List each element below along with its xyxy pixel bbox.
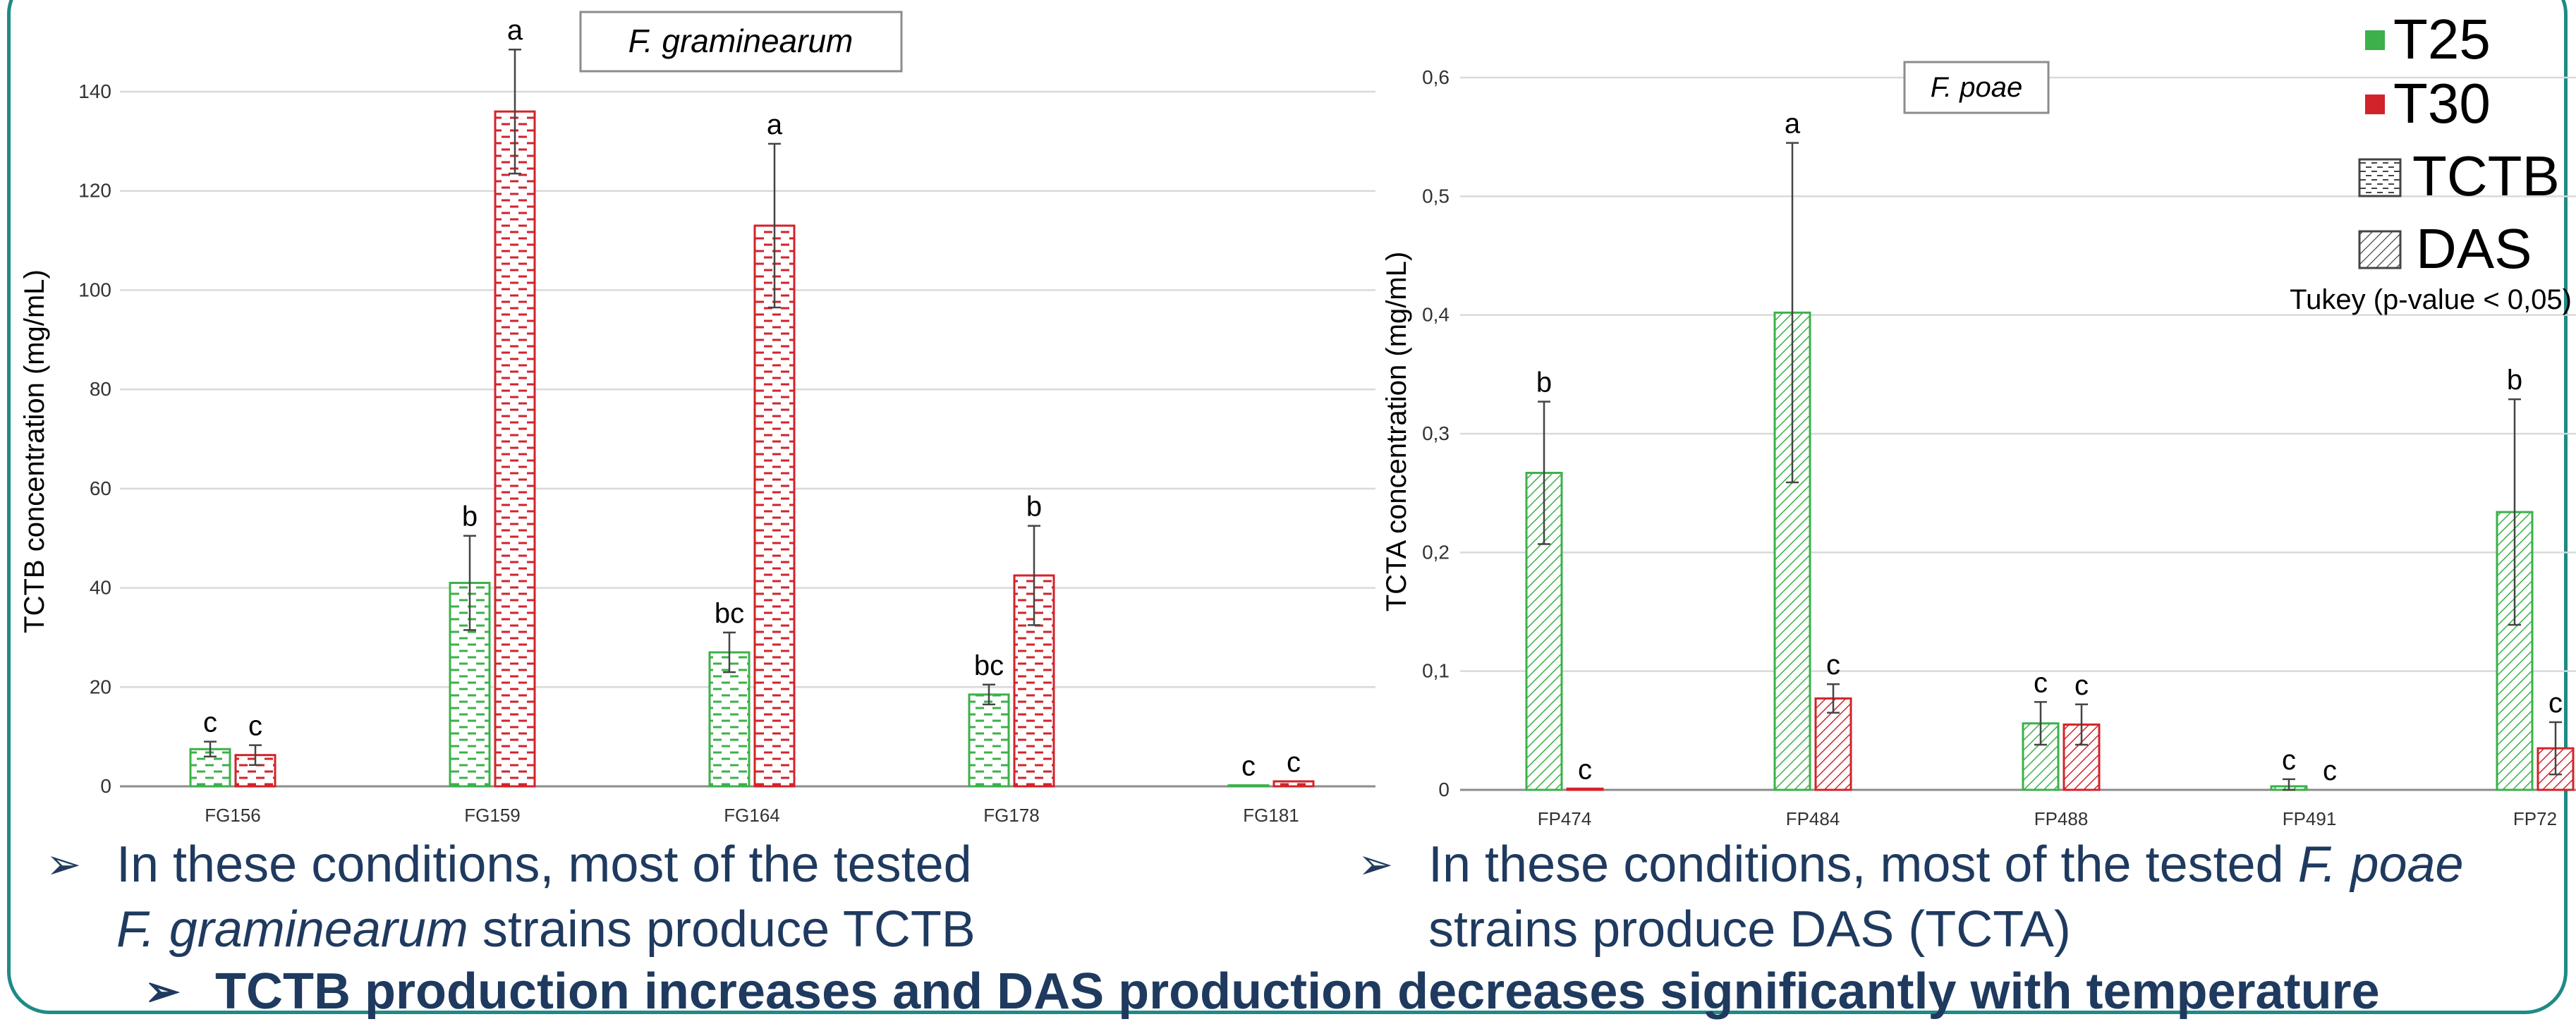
tukey-letter: b xyxy=(1026,492,1042,523)
bar-t30-fp484 xyxy=(1814,697,1852,791)
bullet-left-line2: F. graminearum strains produce TCTB xyxy=(116,897,976,962)
x-tick-label: FP72 xyxy=(2513,808,2557,829)
tukey-note: Tukey (p-value < 0,05) xyxy=(2290,284,2572,315)
legend-label-t25: T25 xyxy=(2393,8,2491,71)
y-tick-label: 0 xyxy=(100,775,111,797)
tukey-letter: a xyxy=(507,15,523,46)
y-axis-label: TCTB concentration (mg/mL) xyxy=(19,269,50,633)
arrow-bullet-icon: ➢ xyxy=(46,841,82,888)
tukey-letter: c xyxy=(2034,667,2048,698)
tukey-letter: b xyxy=(462,501,478,532)
y-tick-label: 0,3 xyxy=(1422,422,1450,444)
bullet-right-line2: strains produce DAS (TCTA) xyxy=(1428,901,2071,958)
x-tick-label: FG159 xyxy=(464,805,521,826)
bullet-left-line2-rest: strains produce TCTB xyxy=(468,901,976,958)
y-axis-label: TCTA concentration (mg/mL) xyxy=(1381,252,1412,612)
arrow-bullet-icon: ➢ xyxy=(145,968,181,1015)
x-tick-label: FP488 xyxy=(2034,808,2089,829)
y-tick-label: 120 xyxy=(78,180,111,202)
tukey-letter: b xyxy=(2507,365,2522,396)
x-tick-label: FG178 xyxy=(983,805,1040,826)
tukey-letter: b xyxy=(1536,367,1552,398)
bullet-conclusion: ➢ TCTB production increases and DAS prod… xyxy=(145,959,2571,1023)
chart-title-box xyxy=(579,11,903,73)
bullet-right: ➢ In these conditions, most of the teste… xyxy=(1358,832,2571,966)
species-name: F. poae xyxy=(2297,836,2464,893)
y-tick-label: 0,2 xyxy=(1422,541,1450,563)
x-tick-label: FG156 xyxy=(205,805,261,826)
legend-label-das: DAS xyxy=(2416,217,2532,280)
bar-t30-fg164 xyxy=(753,224,796,788)
bar-t30-fg181 xyxy=(1272,780,1315,788)
x-tick-label: FP484 xyxy=(1786,808,1840,829)
legend-label-t30: T30 xyxy=(2393,72,2491,135)
bar-t25-fg164 xyxy=(708,651,751,788)
chart-title: F. graminearum xyxy=(628,23,853,59)
y-tick-label: 0 xyxy=(1438,779,1450,800)
tukey-letter: c xyxy=(1241,751,1256,782)
legend-swatch-t25 xyxy=(2365,30,2385,50)
tukey-letter: c xyxy=(1287,747,1301,778)
y-tick-label: 0,6 xyxy=(1422,66,1450,88)
bar-t25-fp474 xyxy=(1525,472,1563,791)
tukey-letter: a xyxy=(1785,109,1801,140)
tukey-letter: a xyxy=(767,109,783,140)
conclusion-text: TCTB production increases and DAS produc… xyxy=(215,963,2380,1020)
x-tick-label: FG164 xyxy=(724,805,780,826)
tukey-letter: c xyxy=(1578,754,1592,785)
species-name: F. graminearum xyxy=(116,901,468,958)
y-tick-label: 80 xyxy=(90,378,111,400)
bullet-right-line1: In these conditions, most of the tested … xyxy=(1428,832,2464,897)
legend-swatch-das xyxy=(2358,230,2402,269)
y-tick-label: 60 xyxy=(90,477,111,499)
legend: T25 T30 TCTB DAS Tukey (p-value < 0,05) xyxy=(2290,8,2572,315)
y-tick-label: 40 xyxy=(90,577,111,599)
tukey-letter: c xyxy=(203,707,217,738)
legend-swatch-t30 xyxy=(2365,95,2385,114)
tukey-letter: c xyxy=(2074,670,2089,701)
chart-title-box xyxy=(1903,61,2050,114)
slide-frame xyxy=(7,0,2568,1014)
bar-t25-fg178 xyxy=(968,693,1010,788)
x-tick-label: FP474 xyxy=(1538,808,1592,829)
x-tick-label: FG181 xyxy=(1243,805,1299,826)
tukey-letter: c xyxy=(2323,755,2337,786)
legend-swatch-tctb xyxy=(2358,158,2402,197)
y-tick-label: 0,1 xyxy=(1422,660,1450,682)
tukey-letter: c xyxy=(1826,650,1840,681)
bar-t30-fg159 xyxy=(494,110,536,788)
bar-t30-fp474 xyxy=(1566,787,1604,791)
y-tick-label: 140 xyxy=(78,80,111,102)
y-tick-label: 100 xyxy=(78,279,111,300)
arrow-bullet-icon: ➢ xyxy=(1358,841,1394,888)
bullet-right-line1-plain: In these conditions, most of the tested xyxy=(1428,836,2298,893)
tukey-letter: bc xyxy=(974,650,1004,681)
y-tick-label: 0,5 xyxy=(1422,185,1450,207)
bullet-left-line1: In these conditions, most of the tested xyxy=(116,836,972,893)
tukey-letter: c xyxy=(2548,688,2563,719)
legend-label-tctb: TCTB xyxy=(2412,145,2560,207)
tukey-letter: bc xyxy=(715,598,744,629)
bullet-left: ➢ In these conditions, most of the teste… xyxy=(46,832,1351,966)
y-tick-label: 0,4 xyxy=(1422,304,1450,326)
chart-title: F. poae xyxy=(1931,72,2023,103)
tukey-letter: c xyxy=(2282,745,2296,776)
y-tick-label: 20 xyxy=(90,676,111,697)
x-tick-label: FP491 xyxy=(2283,808,2337,829)
tukey-letter: c xyxy=(248,711,262,742)
